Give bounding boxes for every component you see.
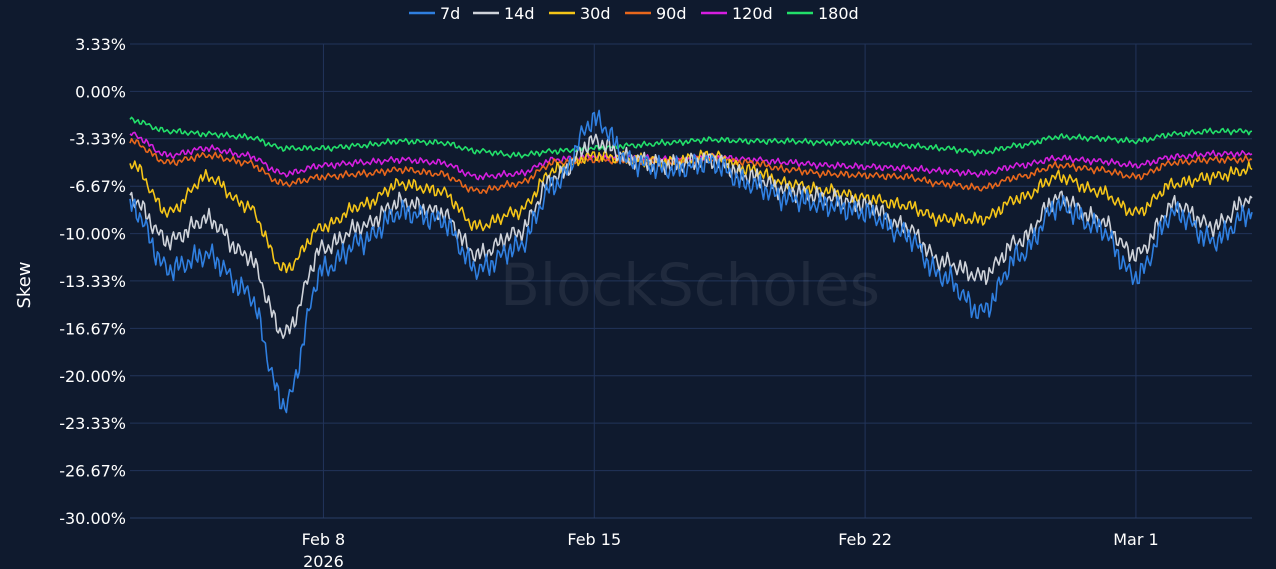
legend-label: 120d bbox=[732, 4, 773, 23]
x-tick-sublabel: 2026 bbox=[303, 552, 344, 569]
axes: 3.33% 0.00% -3.33% -6.67% -10.00% -13.33% -16.… bbox=[59, 35, 1252, 569]
legend-label: 14d bbox=[504, 4, 535, 23]
x-tick-label: Mar 1 bbox=[1113, 530, 1158, 549]
y-tick-label: -3.33% bbox=[69, 130, 126, 149]
legend-label: 7d bbox=[440, 4, 460, 23]
y-tick-label: 0.00% bbox=[75, 82, 126, 101]
watermark: BlockScholes bbox=[500, 251, 880, 319]
legend-label: 180d bbox=[818, 4, 859, 23]
legend-item-14d[interactable]: 14d bbox=[473, 4, 535, 23]
y-tick-label: -26.67% bbox=[59, 462, 126, 481]
series-line-30d bbox=[129, 149, 1253, 274]
legend-item-30d[interactable]: 30d bbox=[549, 4, 611, 23]
legend-label: 90d bbox=[656, 4, 687, 23]
y-tick-label: -16.67% bbox=[59, 319, 126, 338]
y-axis-title: Skew bbox=[14, 261, 35, 308]
x-tick-label: Feb 8 bbox=[302, 530, 346, 549]
series-lines bbox=[129, 109, 1253, 414]
x-tick-label: Feb 15 bbox=[567, 530, 621, 549]
y-tick-label: -30.00% bbox=[59, 509, 126, 528]
y-tick-label: -6.67% bbox=[69, 177, 126, 196]
y-tick-label: -20.00% bbox=[59, 367, 126, 386]
series-line-7d bbox=[129, 109, 1253, 414]
legend-label: 30d bbox=[580, 4, 611, 23]
legend[interactable]: 7d 14d 30d 90d 120d 180d bbox=[409, 4, 859, 23]
y-tick-label: -23.33% bbox=[59, 414, 126, 433]
x-tick-label: Feb 22 bbox=[838, 530, 892, 549]
legend-item-7d[interactable]: 7d bbox=[409, 4, 460, 23]
y-tick-label: 3.33% bbox=[75, 35, 126, 54]
legend-item-120d[interactable]: 120d bbox=[701, 4, 773, 23]
y-tick-label: -10.00% bbox=[59, 225, 126, 244]
legend-item-180d[interactable]: 180d bbox=[787, 4, 859, 23]
series-line-180d bbox=[129, 116, 1253, 159]
y-tick-label: -13.33% bbox=[59, 272, 126, 291]
legend-item-90d[interactable]: 90d bbox=[625, 4, 687, 23]
